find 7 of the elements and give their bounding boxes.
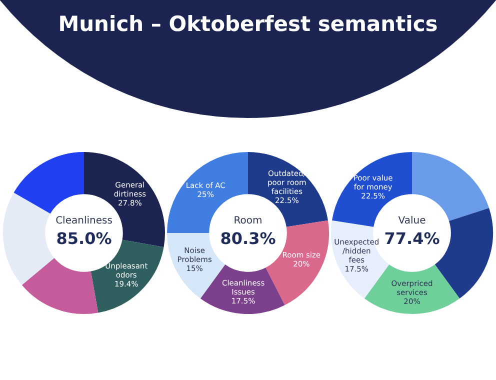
text: Cleanliness <box>56 216 112 227</box>
chart-title: Munich – Oktoberfest semantics <box>57 12 439 36</box>
text: 80.3% <box>220 229 276 248</box>
text: 85.0% <box>56 229 112 248</box>
text: 77.4% <box>384 229 440 248</box>
text: Room <box>234 216 262 227</box>
text: Value <box>398 216 426 227</box>
